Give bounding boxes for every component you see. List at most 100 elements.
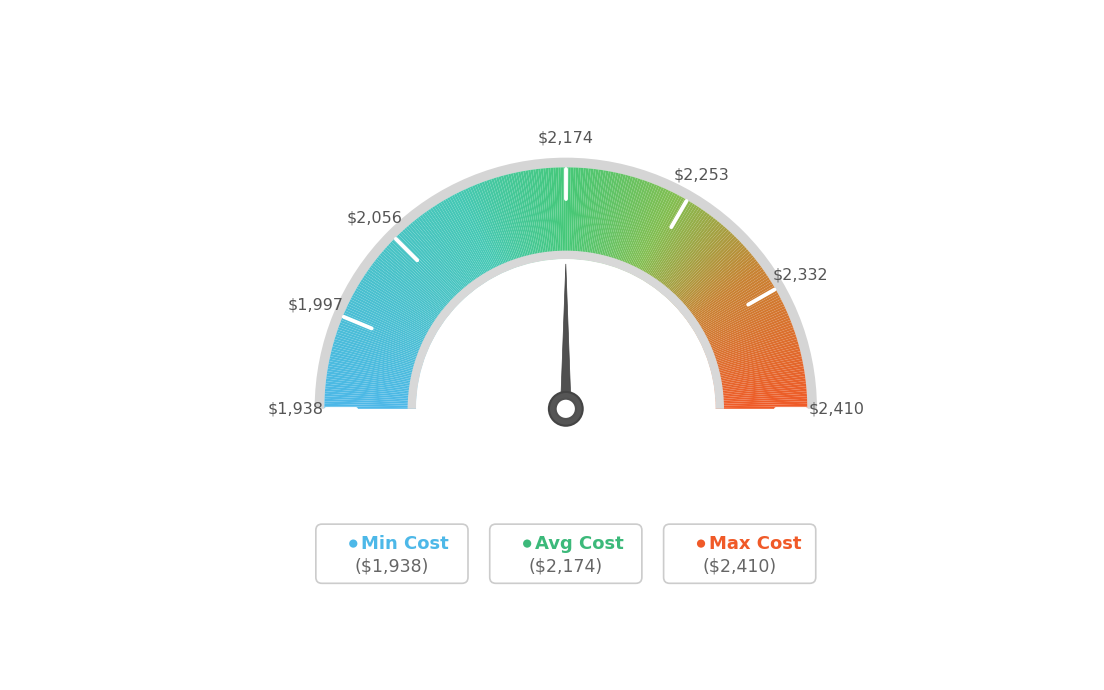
Wedge shape <box>631 191 673 275</box>
Wedge shape <box>376 257 449 316</box>
Wedge shape <box>576 168 586 259</box>
Wedge shape <box>707 324 793 358</box>
Wedge shape <box>704 317 790 354</box>
Bar <box>392 408 740 530</box>
Wedge shape <box>344 310 429 349</box>
Wedge shape <box>628 189 669 273</box>
Wedge shape <box>475 184 511 270</box>
Wedge shape <box>328 366 418 384</box>
Wedge shape <box>333 342 422 368</box>
Wedge shape <box>503 175 529 264</box>
Wedge shape <box>447 197 493 278</box>
Wedge shape <box>649 208 701 285</box>
Wedge shape <box>677 247 747 310</box>
Wedge shape <box>634 194 678 276</box>
Wedge shape <box>350 299 433 342</box>
Wedge shape <box>701 306 785 346</box>
Wedge shape <box>701 304 784 345</box>
Wedge shape <box>528 170 544 261</box>
Wedge shape <box>454 194 498 276</box>
Wedge shape <box>392 240 459 305</box>
Text: $2,410: $2,410 <box>808 402 864 416</box>
Wedge shape <box>396 235 463 302</box>
Wedge shape <box>386 246 456 308</box>
Wedge shape <box>498 176 526 265</box>
Wedge shape <box>671 238 739 304</box>
Wedge shape <box>691 277 769 328</box>
Wedge shape <box>491 179 521 266</box>
Wedge shape <box>416 259 715 530</box>
Wedge shape <box>580 168 591 260</box>
Wedge shape <box>587 170 604 261</box>
Wedge shape <box>640 199 689 280</box>
Wedge shape <box>660 221 720 293</box>
Wedge shape <box>711 348 800 373</box>
Wedge shape <box>436 204 487 282</box>
Wedge shape <box>315 157 817 408</box>
Wedge shape <box>578 168 588 259</box>
Wedge shape <box>591 170 608 262</box>
Wedge shape <box>645 204 696 282</box>
Wedge shape <box>375 259 448 317</box>
Wedge shape <box>349 302 432 344</box>
Wedge shape <box>487 180 518 268</box>
Circle shape <box>555 399 576 419</box>
Wedge shape <box>412 221 471 293</box>
Wedge shape <box>646 205 698 284</box>
Wedge shape <box>336 332 424 362</box>
Wedge shape <box>325 388 416 398</box>
Wedge shape <box>362 277 440 328</box>
Wedge shape <box>686 265 761 321</box>
Wedge shape <box>390 241 458 306</box>
Wedge shape <box>714 379 806 392</box>
Wedge shape <box>582 168 594 260</box>
Wedge shape <box>605 175 630 264</box>
Wedge shape <box>654 213 710 288</box>
Wedge shape <box>354 290 435 337</box>
Wedge shape <box>481 181 516 268</box>
Wedge shape <box>715 386 806 396</box>
Wedge shape <box>633 193 676 275</box>
Wedge shape <box>666 229 730 299</box>
Wedge shape <box>662 224 723 295</box>
Wedge shape <box>367 271 443 325</box>
Wedge shape <box>449 196 495 277</box>
Wedge shape <box>714 376 806 390</box>
Wedge shape <box>538 168 550 260</box>
Wedge shape <box>565 167 569 259</box>
Wedge shape <box>353 293 435 338</box>
Wedge shape <box>635 195 680 277</box>
Wedge shape <box>424 212 479 288</box>
Wedge shape <box>715 399 807 404</box>
Wedge shape <box>340 320 426 355</box>
Wedge shape <box>616 181 650 268</box>
Wedge shape <box>493 177 522 266</box>
Wedge shape <box>516 172 537 262</box>
Wedge shape <box>327 371 418 387</box>
Wedge shape <box>388 244 457 308</box>
Wedge shape <box>714 381 806 393</box>
Wedge shape <box>714 373 805 388</box>
Wedge shape <box>543 168 553 259</box>
Wedge shape <box>637 196 682 277</box>
Wedge shape <box>496 177 524 266</box>
Wedge shape <box>659 219 718 293</box>
Text: ($2,174): ($2,174) <box>529 558 603 575</box>
Wedge shape <box>598 173 620 263</box>
Wedge shape <box>675 244 744 308</box>
Wedge shape <box>603 175 628 264</box>
Wedge shape <box>689 271 765 325</box>
Wedge shape <box>417 217 476 290</box>
Wedge shape <box>352 295 434 339</box>
Wedge shape <box>595 172 616 262</box>
Wedge shape <box>708 329 795 361</box>
Wedge shape <box>521 171 539 262</box>
Polygon shape <box>561 264 571 423</box>
Wedge shape <box>639 199 687 279</box>
Wedge shape <box>710 344 799 370</box>
Wedge shape <box>713 364 804 382</box>
Wedge shape <box>358 284 437 333</box>
Wedge shape <box>563 167 565 259</box>
Wedge shape <box>694 284 774 333</box>
Circle shape <box>523 540 531 548</box>
